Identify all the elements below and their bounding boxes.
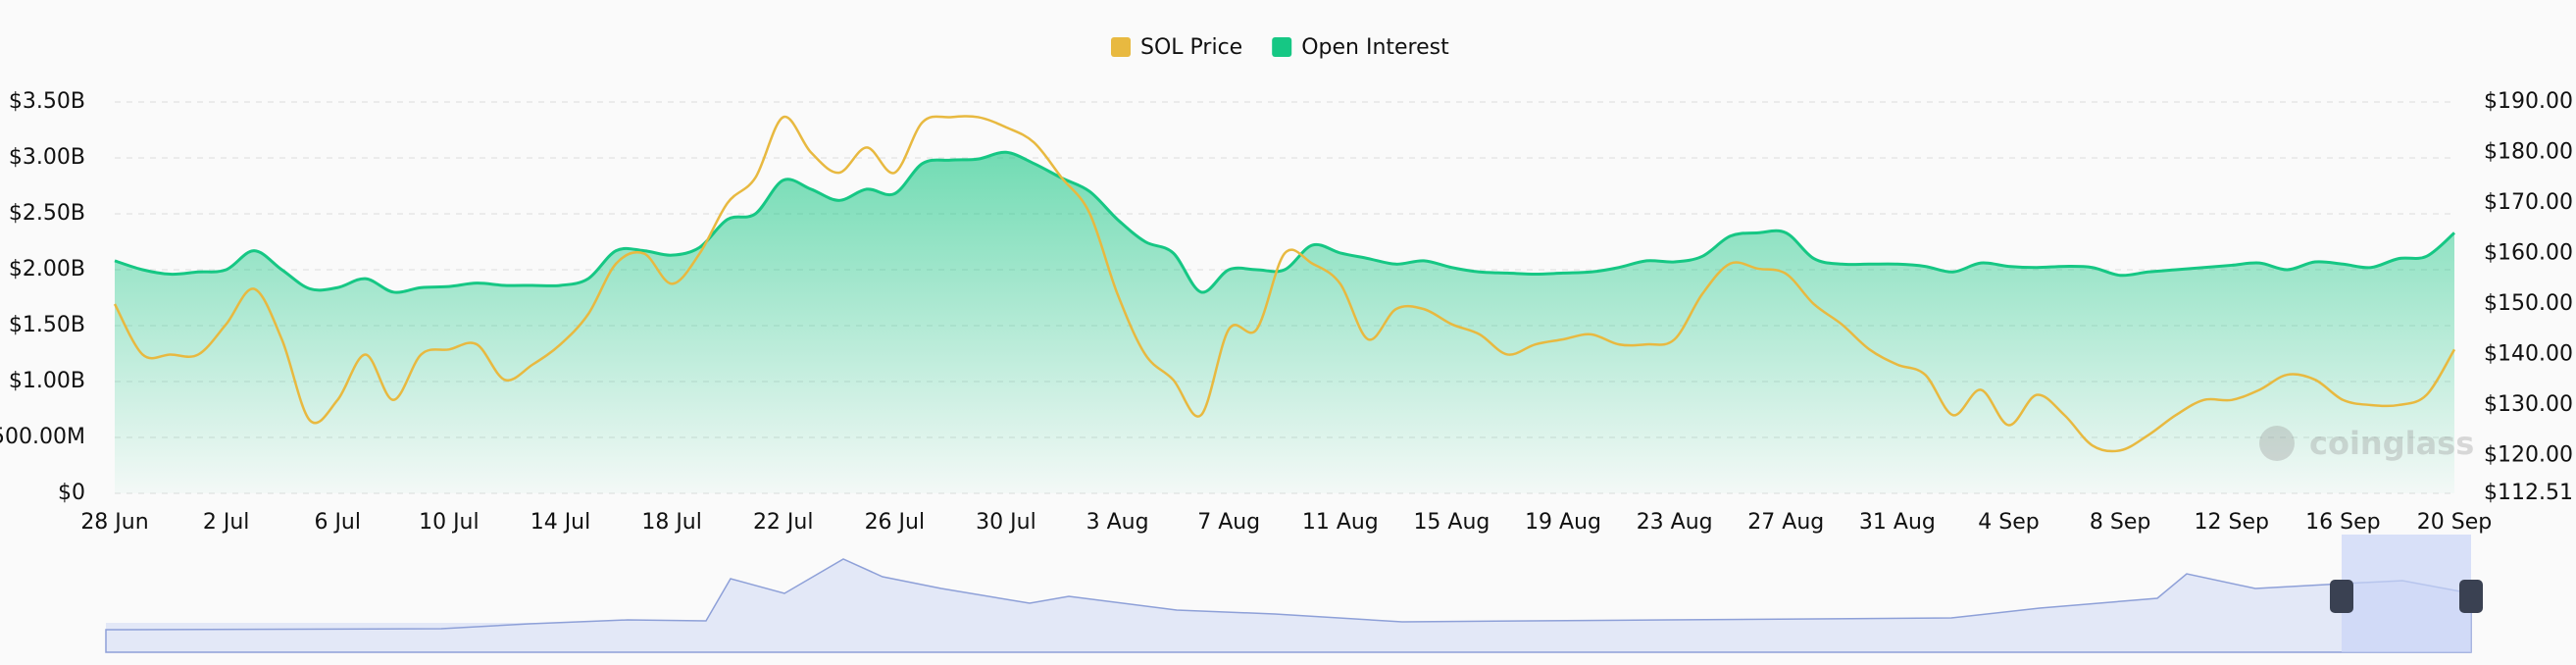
x-tick-label: 14 Jul [530, 510, 591, 535]
x-tick-label: 4 Sep [1978, 510, 2039, 535]
x-tick-label: 15 Aug [1413, 510, 1490, 535]
x-tick-label: 19 Aug [1525, 510, 1601, 535]
x-tick-label: 12 Sep [2195, 510, 2269, 535]
legend-label: Open Interest [1301, 35, 1449, 60]
navigator-window[interactable] [2342, 535, 2471, 652]
legend: SOL Price Open Interest [1111, 35, 1449, 60]
x-tick-label: 31 Aug [1859, 510, 1936, 535]
x-tick-label: 8 Sep [2090, 510, 2150, 535]
line [113, 115, 2456, 453]
x-tick-label: 7 Aug [1197, 510, 1260, 535]
y2-tick-label: $170.00 [2484, 190, 2573, 215]
y-tick-label: 500.00M [0, 425, 85, 449]
y2-tick-label: $190.00 [2484, 89, 2573, 114]
navigator-handle-left[interactable] [2330, 580, 2353, 613]
y2-tick-label: $130.00 [2484, 392, 2573, 417]
y-tick-label: $2.00B [9, 257, 85, 281]
y-tick-label: $0 [58, 481, 85, 505]
x-tick-label: 30 Jul [976, 510, 1036, 535]
line [114, 150, 2455, 294]
y2-tick-label: $150.00 [2484, 291, 2573, 316]
x-tick-label: 2 Jul [203, 510, 250, 535]
grid: $0 500.00M $1.00B $1.50B $2.00B $2.50B $3.00B $… [0, 89, 2573, 535]
marks [113, 115, 2456, 494]
y-tick-label: $3.00B [9, 145, 85, 170]
legend-swatch [1111, 37, 1131, 57]
legend-swatch [1272, 37, 1292, 57]
x-tick-label: 6 Jul [314, 510, 361, 535]
watermark-icon [2259, 426, 2295, 461]
x-tick-label: 23 Aug [1637, 510, 1713, 535]
x-tick-label: 26 Jul [865, 510, 926, 535]
x-tick-label: 18 Jul [641, 510, 702, 535]
x-tick-label: 20 Sep [2417, 510, 2492, 535]
y-tick-label: $3.50B [9, 89, 85, 114]
watermark-text: coinglass [2309, 425, 2474, 462]
navigator-handle-right[interactable] [2459, 580, 2483, 613]
watermark: coinglass [2259, 425, 2474, 462]
legend-label: SOL Price [1140, 35, 1242, 60]
x-tick-label: 27 Aug [1747, 510, 1824, 535]
x-tick-label: 22 Jul [753, 510, 814, 535]
y-tick-label: $2.50B [9, 201, 85, 226]
y-tick-label: $1.50B [9, 313, 85, 337]
y2-tick-label: $140.00 [2484, 341, 2573, 366]
y2-tick-label: $120.00 [2484, 442, 2573, 467]
navigator [105, 535, 2483, 653]
x-tick-label: 3 Aug [1086, 510, 1149, 535]
x-tick-label: 16 Sep [2305, 510, 2380, 535]
area [115, 152, 2454, 494]
x-tick-label: 10 Jul [419, 510, 480, 535]
navigator-area [105, 558, 2472, 653]
y2-tick-label: $180.00 [2484, 139, 2573, 164]
x-tick-label: 11 Aug [1302, 510, 1379, 535]
y2-tick-label: $112.51 [2484, 481, 2573, 505]
y-tick-label: $1.00B [9, 369, 85, 393]
x-tick-label: 28 Jun [80, 510, 148, 535]
y2-tick-label: $160.00 [2484, 240, 2573, 265]
